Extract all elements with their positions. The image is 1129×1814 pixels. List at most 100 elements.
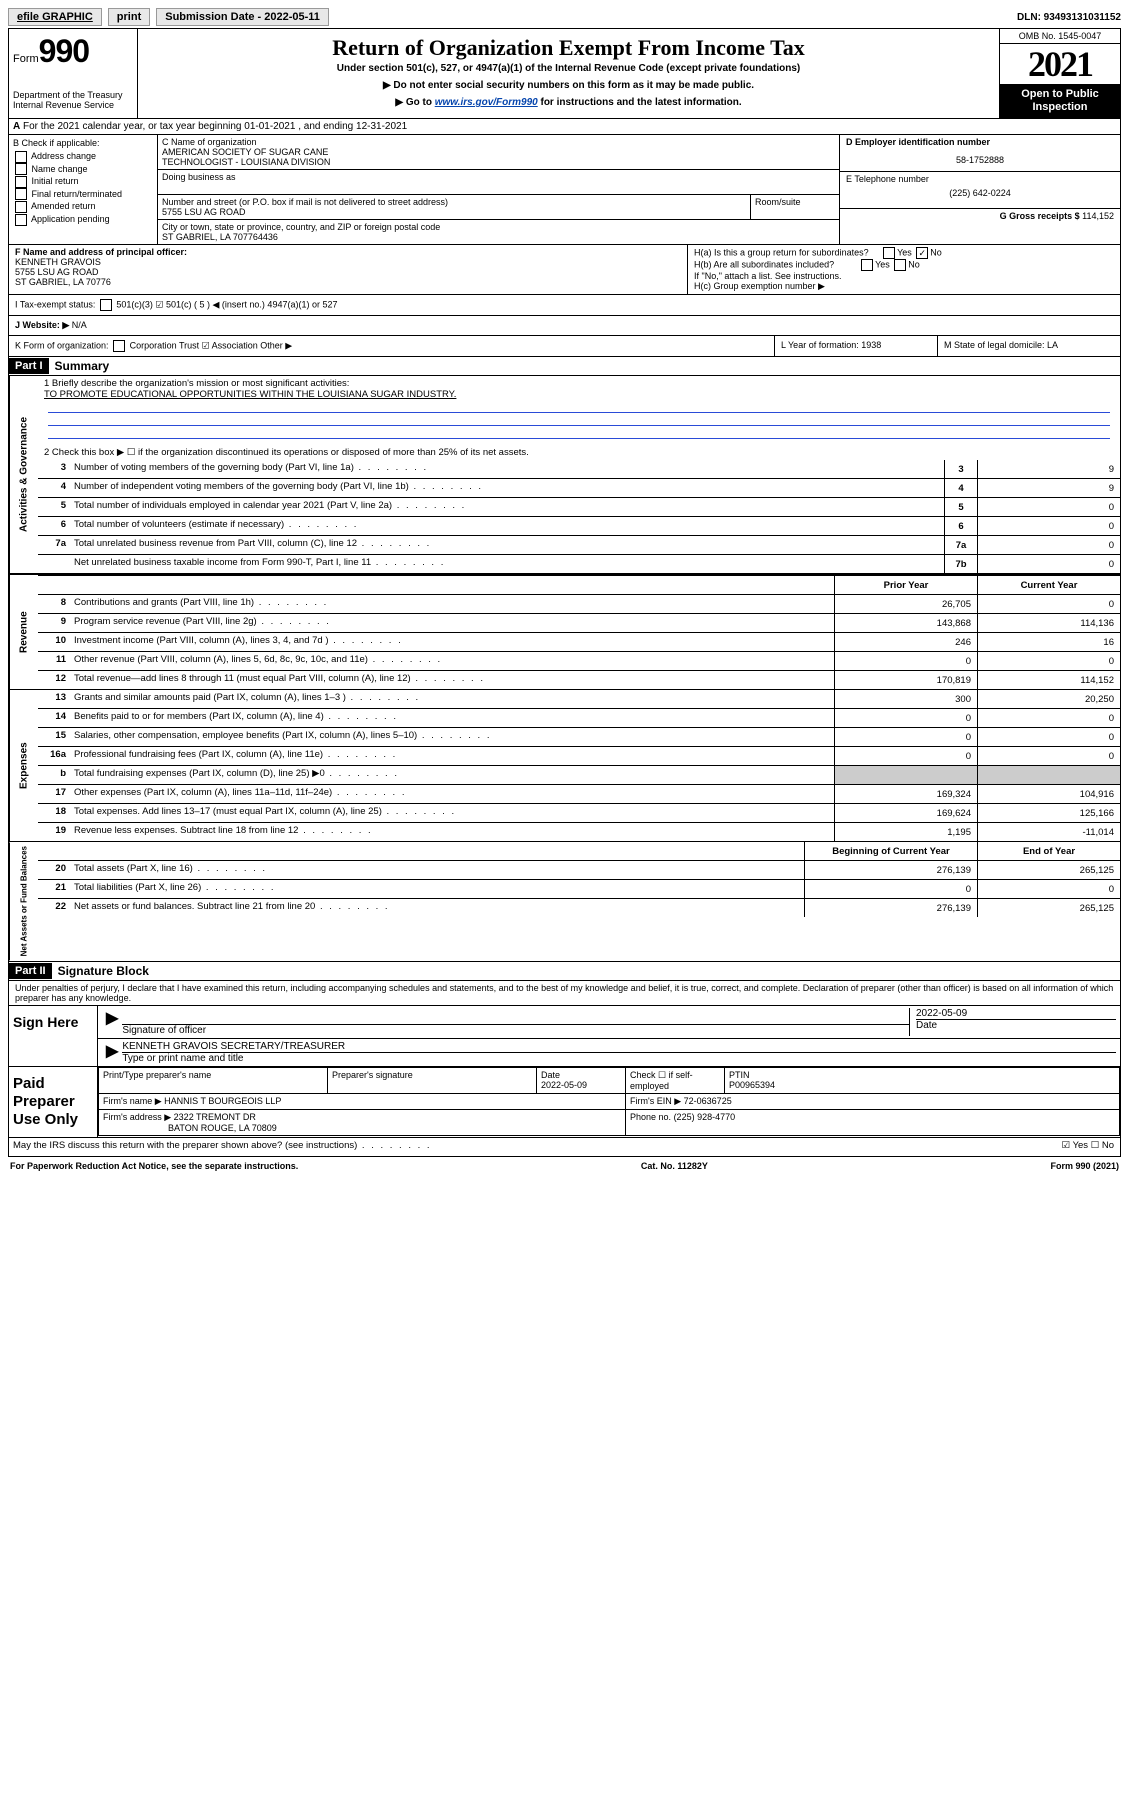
officer-print-name: KENNETH GRAVOIS SECRETARY/TREASURER: [122, 1041, 1116, 1052]
data-line: bTotal fundraising expenses (Part IX, co…: [38, 766, 1120, 785]
dba-label: Doing business as: [162, 172, 835, 182]
org-name-1: AMERICAN SOCIETY OF SUGAR CANE: [162, 147, 835, 157]
data-line: 15Salaries, other compensation, employee…: [38, 728, 1120, 747]
data-line: 14Benefits paid to or for members (Part …: [38, 709, 1120, 728]
irs-link[interactable]: www.irs.gov/Form990: [435, 97, 538, 108]
hb-note: If "No," attach a list. See instructions…: [694, 271, 1114, 281]
section-expenses: Expenses 13Grants and similar amounts pa…: [9, 690, 1120, 842]
form-header: Form990 Department of the Treasury Inter…: [9, 29, 1120, 119]
section-governance: Activities & Governance 1 Briefly descri…: [9, 376, 1120, 574]
pra-notice: For Paperwork Reduction Act Notice, see …: [10, 1161, 298, 1171]
side-expenses: Expenses: [9, 690, 38, 841]
part2-header: Part II Signature Block: [9, 962, 1120, 981]
header-mid: Return of Organization Exempt From Incom…: [138, 29, 999, 118]
row-a: A For the 2021 calendar year, or tax yea…: [9, 119, 1120, 135]
f-label: F Name and address of principal officer:: [15, 247, 187, 257]
may-discuss-row: May the IRS discuss this return with the…: [9, 1137, 1120, 1156]
section-revenue: Revenue Prior Year Current Year 8Contrib…: [9, 574, 1120, 690]
dln: DLN: 93493131031152: [1017, 12, 1121, 23]
side-governance: Activities & Governance: [9, 376, 38, 573]
row-j: J Website: ▶ N/A: [9, 316, 1120, 336]
addr-label: Number and street (or P.O. box if mail i…: [162, 197, 746, 207]
omb-number: OMB No. 1545-0047: [1000, 29, 1120, 44]
data-line: 8Contributions and grants (Part VIII, li…: [38, 595, 1120, 614]
efile-link[interactable]: efile GRAPHIC: [8, 8, 102, 26]
chk-name: Name change: [13, 163, 153, 176]
d-ein-label: D Employer identification number: [846, 137, 990, 147]
form-label: Form: [13, 53, 39, 65]
hb-label: H(b) Are all subordinates included?: [694, 260, 834, 270]
row-klm: K Form of organization: Corporation Trus…: [9, 336, 1120, 357]
top-bar: efile GRAPHIC print Submission Date - 20…: [8, 8, 1121, 26]
ha-label: H(a) Is this a group return for subordin…: [694, 248, 869, 258]
city-state-zip: ST GABRIEL, LA 707764436: [162, 232, 835, 242]
header-left: Form990 Department of the Treasury Inter…: [9, 29, 138, 118]
irs-label: Internal Revenue Service: [13, 100, 133, 110]
hc-label: H(c) Group exemption number ▶: [694, 281, 1114, 292]
line-2: 2 Check this box ▶ ☐ if the organization…: [38, 441, 1120, 460]
room-suite: Room/suite: [751, 195, 839, 219]
side-revenue: Revenue: [9, 575, 38, 689]
org-name-2: TECHNOLOGIST - LOUISIANA DIVISION: [162, 157, 835, 167]
gov-line: 5Total number of individuals employed in…: [38, 498, 1120, 517]
penalty-text: Under penalties of perjury, I declare th…: [9, 981, 1120, 1005]
preparer-table: Print/Type preparer's name Preparer's si…: [98, 1067, 1120, 1136]
sign-date: 2022-05-09: [916, 1008, 1116, 1019]
gov-line: 7aTotal unrelated business revenue from …: [38, 536, 1120, 555]
form-number: 990: [39, 33, 89, 69]
page-footer: For Paperwork Reduction Act Notice, see …: [8, 1157, 1121, 1175]
open-public-badge: Open to Public Inspection: [1000, 84, 1120, 118]
e-phone-label: E Telephone number: [846, 174, 1114, 184]
sign-here-label: Sign Here: [9, 1006, 97, 1066]
gov-line: 3Number of voting members of the governi…: [38, 460, 1120, 479]
print-btn[interactable]: print: [108, 8, 150, 26]
gov-line: Net unrelated business taxable income fr…: [38, 555, 1120, 573]
city-label: City or town, state or province, country…: [162, 222, 835, 232]
chk-initial: Initial return: [13, 175, 153, 188]
subtitle-3: ▶ Go to www.irs.gov/Form990 for instruct…: [146, 97, 991, 108]
sign-here-block: Sign Here ▶ Signature of officer 2022-05…: [9, 1005, 1120, 1066]
l-year: L Year of formation: 1938: [774, 336, 937, 356]
g-gross-label: G Gross receipts $: [1000, 211, 1080, 221]
data-line: 13Grants and similar amounts paid (Part …: [38, 690, 1120, 709]
mission-text: TO PROMOTE EDUCATIONAL OPPORTUNITIES WIT…: [44, 389, 1114, 400]
side-netassets: Net Assets or Fund Balances: [9, 842, 38, 960]
col-headers-net: Beginning of Current Year End of Year: [38, 842, 1120, 861]
data-line: 17Other expenses (Part IX, column (A), l…: [38, 785, 1120, 804]
chk-final: Final return/terminated: [13, 188, 153, 201]
data-line: 18Total expenses. Add lines 13–17 (must …: [38, 804, 1120, 823]
chk-address: Address change: [13, 150, 153, 163]
officer-addr1: 5755 LSU AG ROAD: [15, 267, 99, 277]
phone: (225) 642-0224: [846, 188, 1114, 198]
section-bcd: B Check if applicable: Address change Na…: [9, 135, 1120, 245]
ein: 58-1752888: [846, 155, 1114, 165]
row-i: I Tax-exempt status: 501(c)(3) ☑ 501(c) …: [9, 295, 1120, 316]
subtitle-1: Under section 501(c), 527, or 4947(a)(1)…: [146, 63, 991, 74]
form-container: Form990 Department of the Treasury Inter…: [8, 28, 1121, 1157]
section-netassets: Net Assets or Fund Balances Beginning of…: [9, 842, 1120, 961]
chk-amended: Amended return: [13, 200, 153, 213]
date-label: Date: [916, 1019, 1116, 1031]
data-line: 9Program service revenue (Part VIII, lin…: [38, 614, 1120, 633]
row-fh: F Name and address of principal officer:…: [9, 245, 1120, 295]
form-ref: Form 990 (2021): [1050, 1161, 1119, 1171]
data-line: 19Revenue less expenses. Subtract line 1…: [38, 823, 1120, 841]
col-b: B Check if applicable: Address change Na…: [9, 135, 158, 244]
m-state: M State of legal domicile: LA: [937, 336, 1120, 356]
mission-label: 1 Briefly describe the organization's mi…: [44, 378, 1114, 389]
arrow-icon: ▶: [102, 1041, 122, 1064]
col-headers-rev: Prior Year Current Year: [38, 575, 1120, 595]
street-address: 5755 LSU AG ROAD: [162, 207, 746, 217]
data-line: 21Total liabilities (Part X, line 26)00: [38, 880, 1120, 899]
header-right: OMB No. 1545-0047 2021 Open to Public In…: [999, 29, 1120, 118]
gross-receipts: 114,152: [1082, 211, 1114, 221]
subtitle-2: ▶ Do not enter social security numbers o…: [146, 80, 991, 91]
sig-officer-label: Signature of officer: [122, 1025, 909, 1036]
submission-date: Submission Date - 2022-05-11: [156, 8, 329, 26]
part1-header: Part I Summary: [9, 357, 1120, 376]
col-c: C Name of organization AMERICAN SOCIETY …: [158, 135, 839, 244]
chk-pending: Application pending: [13, 213, 153, 226]
officer-addr2: ST GABRIEL, LA 70776: [15, 277, 111, 287]
form-title: Return of Organization Exempt From Incom…: [146, 35, 991, 61]
gov-line: 6Total number of volunteers (estimate if…: [38, 517, 1120, 536]
